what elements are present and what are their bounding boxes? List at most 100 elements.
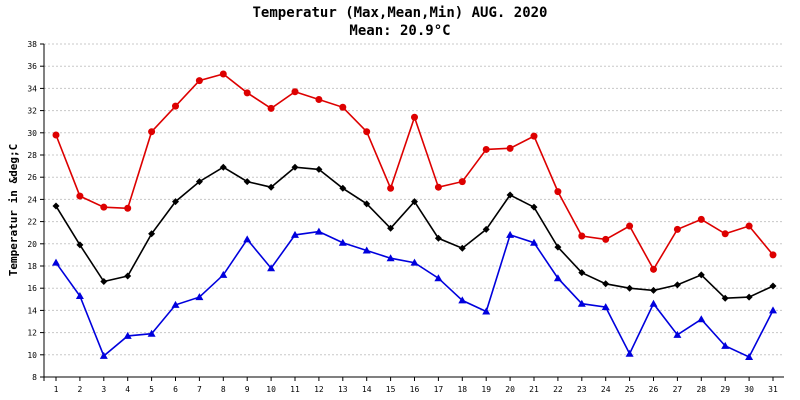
data-point [721, 294, 729, 302]
x-tick-label: 4 [125, 385, 130, 394]
data-point [363, 128, 371, 136]
x-tick-label: 10 [266, 385, 276, 394]
data-point [530, 132, 538, 140]
y-tick-label: 20 [27, 240, 37, 249]
data-point [721, 341, 730, 349]
data-point [148, 128, 156, 136]
data-point [172, 102, 179, 110]
y-tick-label: 24 [27, 195, 37, 204]
data-point [267, 264, 276, 272]
data-point [769, 306, 777, 314]
data-point [769, 251, 777, 259]
y-tick-label: 30 [27, 129, 37, 138]
x-tick-label: 22 [553, 385, 563, 394]
y-tick-label: 10 [27, 351, 37, 360]
x-tick-label: 25 [625, 385, 635, 394]
data-point [387, 184, 395, 192]
y-tick-label: 16 [27, 284, 37, 293]
x-tick-label: 30 [744, 385, 754, 394]
y-tick-label: 14 [27, 306, 37, 315]
data-point [243, 178, 251, 186]
x-tick-label: 18 [457, 385, 467, 394]
data-point [554, 188, 562, 196]
data-point [338, 238, 347, 246]
data-point [362, 246, 371, 254]
data-point [339, 103, 347, 111]
x-tick-label: 3 [101, 385, 106, 394]
axes [40, 43, 784, 381]
data-point [697, 215, 705, 223]
data-point [626, 284, 634, 292]
data-point [697, 271, 705, 279]
x-tick-label: 21 [529, 385, 539, 394]
data-point [195, 77, 203, 85]
y-tick-label: 28 [27, 151, 37, 160]
data-point [482, 307, 491, 315]
data-point [434, 183, 442, 191]
data-point [171, 300, 180, 308]
x-tick-label: 26 [649, 385, 659, 394]
data-point [458, 178, 466, 186]
data-point [76, 241, 84, 249]
data-point [602, 280, 610, 288]
data-point [434, 234, 442, 242]
data-point [267, 183, 275, 191]
x-tick-label: 5 [149, 385, 154, 394]
x-tick-label: 12 [314, 385, 324, 394]
data-point [649, 299, 658, 307]
data-point [219, 163, 227, 171]
x-tick-label: 24 [601, 385, 611, 394]
data-point [172, 198, 179, 206]
data-point [506, 144, 514, 152]
data-point [530, 203, 538, 211]
data-point [148, 230, 156, 238]
x-tick-label: 23 [577, 385, 587, 394]
data-point [626, 222, 634, 230]
data-point [314, 227, 323, 235]
y-tick-label: 26 [27, 173, 37, 182]
data-point [99, 351, 108, 359]
x-tick-label: 15 [386, 385, 396, 394]
data-point [458, 296, 467, 304]
data-point [52, 202, 60, 210]
data-point [482, 145, 490, 153]
x-tick-label: 27 [673, 385, 683, 394]
data-point [410, 258, 419, 266]
series-2 [52, 163, 777, 302]
data-point [482, 225, 490, 233]
grid-lines [44, 43, 784, 356]
data-point [697, 315, 706, 323]
series-line [55, 166, 774, 300]
data-point [625, 349, 634, 357]
data-point [100, 203, 108, 211]
data-point [506, 230, 515, 238]
data-point [745, 353, 754, 361]
x-tick-label: 8 [221, 385, 226, 394]
data-point [124, 272, 132, 280]
data-point [458, 244, 466, 252]
data-point [673, 225, 681, 233]
y-axis-label: Temperatur in &deg;C [7, 144, 20, 276]
data-point [75, 291, 84, 299]
data-point [745, 222, 753, 230]
x-tick-label: 20 [505, 385, 515, 394]
x-tick-labels: 1 2 3 4 5 6 7 8 9 10 11 12 13 14 15 16 17 18 19 20 21 22 23 24 2… [54, 385, 778, 394]
data-point [315, 165, 323, 173]
x-tick-label: 17 [434, 385, 444, 394]
data-point [291, 230, 299, 238]
data-point [650, 265, 657, 273]
x-tick-label: 28 [696, 385, 706, 394]
data-point [386, 254, 395, 262]
x-tick-label: 13 [338, 385, 348, 394]
data-point [650, 286, 657, 294]
data-point [769, 282, 777, 290]
data-point [554, 243, 562, 251]
y-tick-label: 8 [32, 373, 37, 382]
x-tick-label: 2 [77, 385, 82, 394]
data-point [578, 232, 586, 240]
data-point [602, 235, 610, 243]
y-tick-label: 32 [27, 107, 37, 116]
data-point [243, 235, 252, 243]
y-tick-label: 18 [27, 262, 37, 271]
data-point [100, 278, 108, 286]
